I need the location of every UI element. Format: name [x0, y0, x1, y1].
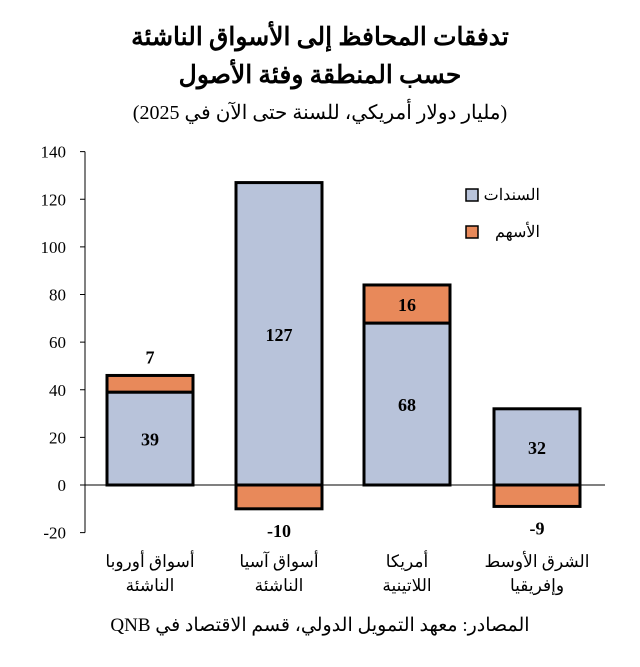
- y-tick-label: 80: [49, 286, 66, 305]
- x-category-label: الناشئة: [255, 576, 304, 595]
- bar-bonds: [234, 181, 324, 487]
- x-category-label: الشرق الأوسط: [485, 551, 590, 572]
- y-tick-label: 20: [49, 428, 66, 447]
- data-label-equities: -10: [267, 521, 291, 541]
- y-tick-label: 140: [41, 143, 67, 162]
- x-category-label: وإفريقيا: [510, 576, 564, 596]
- data-label-bonds: 127: [266, 325, 293, 345]
- y-tick-label: 120: [41, 190, 67, 209]
- legend-label: السندات: [484, 187, 540, 204]
- x-category-label: أمريكا: [386, 550, 429, 572]
- y-tick-label: 0: [58, 476, 67, 495]
- y-tick-label: 100: [41, 238, 67, 257]
- bar-equities: [105, 373, 195, 394]
- bar-equities: [362, 283, 452, 325]
- chart-title: تدفقات المحافظ إلى الأسواق الناشئة: [131, 24, 509, 51]
- y-tick-label: 40: [49, 381, 66, 400]
- bar-equities: [492, 483, 582, 508]
- legend-label: الأسهم: [495, 222, 540, 241]
- y-tick-label: 60: [49, 333, 66, 352]
- data-label-equities: -9: [530, 518, 545, 538]
- chart-subtitle: (مليار دولار أمريكي، للسنة حتى الآن في 2…: [132, 102, 508, 124]
- bar-bonds: [492, 407, 582, 487]
- legend-swatch: [465, 188, 479, 202]
- y-tick-label: -20: [43, 524, 66, 543]
- data-label-bonds: 68: [398, 395, 416, 415]
- x-category-label: أسواق آسيا: [239, 550, 318, 572]
- x-category-label: أسواق أوروبا: [105, 550, 194, 572]
- source-note: المصادر: معهد التمويل الدولي، قسم الاقتص…: [110, 615, 530, 636]
- bar-equities: [234, 483, 324, 511]
- data-label-bonds: 39: [141, 430, 159, 450]
- bar-bonds: [362, 321, 452, 487]
- chart-title-line2: حسب المنطقة وفئة الأصول: [178, 62, 462, 89]
- data-label-bonds: 32: [528, 438, 546, 458]
- x-category-label: اللاتينية: [382, 576, 431, 595]
- x-category-label: الناشئة: [126, 576, 175, 595]
- legend-swatch: [465, 225, 479, 239]
- data-label-equities: 7: [146, 347, 155, 367]
- data-label-equities: 16: [398, 295, 416, 315]
